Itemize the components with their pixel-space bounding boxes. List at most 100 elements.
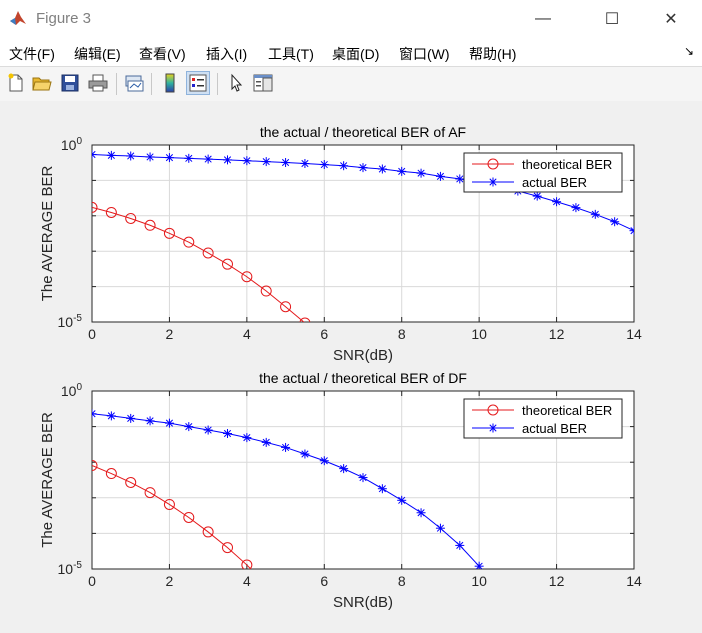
data-point-actual bbox=[455, 540, 465, 550]
x-tick-label: 2 bbox=[166, 573, 174, 589]
y-tick-base: 10 bbox=[58, 561, 74, 577]
asterisk-stroke bbox=[127, 152, 135, 160]
new-figure-button[interactable] bbox=[4, 71, 28, 95]
x-tick-label: 6 bbox=[320, 326, 328, 342]
data-point-actual bbox=[203, 425, 213, 435]
data-point-actual bbox=[358, 163, 368, 173]
data-point-theoretical bbox=[241, 271, 253, 283]
y-tick-base: 10 bbox=[58, 314, 74, 330]
x-tick-label: 2 bbox=[166, 326, 174, 342]
data-point-actual bbox=[474, 561, 484, 569]
data-point-actual bbox=[126, 413, 136, 423]
data-point-actual bbox=[261, 437, 271, 447]
data-point-actual bbox=[590, 209, 600, 219]
legend-box bbox=[463, 398, 623, 439]
asterisk-stroke bbox=[165, 419, 174, 427]
pointer-button[interactable] bbox=[224, 71, 248, 95]
data-point-actual bbox=[416, 508, 426, 518]
property-inspector-icon bbox=[253, 74, 273, 92]
legend[interactable]: theoretical BER actual BER bbox=[463, 398, 623, 439]
x-tick-label: 8 bbox=[398, 573, 406, 589]
asterisk-stroke bbox=[591, 210, 599, 218]
link-plot-button[interactable] bbox=[122, 71, 146, 95]
data-point-actual bbox=[184, 422, 194, 432]
legend-label: actual BER bbox=[522, 421, 587, 436]
data-point-actual bbox=[300, 159, 310, 169]
menu-desktop[interactable]: 桌面(D) bbox=[332, 46, 380, 62]
asterisk-stroke bbox=[146, 417, 154, 425]
matlab-logo-icon bbox=[9, 9, 27, 27]
print-button[interactable] bbox=[86, 71, 110, 95]
data-point-actual bbox=[164, 418, 174, 428]
data-point-actual bbox=[242, 156, 252, 166]
asterisk-stroke bbox=[489, 424, 497, 432]
x-tick-label: 8 bbox=[398, 326, 406, 342]
data-point-actual bbox=[377, 484, 387, 494]
data-point-theoretical bbox=[183, 511, 195, 523]
x-tick-label: 0 bbox=[88, 326, 96, 342]
maximize-icon: ☐ bbox=[604, 11, 620, 28]
data-point-actual bbox=[358, 473, 368, 483]
y-tick-exponent: -5 bbox=[73, 560, 82, 571]
save-icon bbox=[61, 74, 79, 92]
minimize-icon: — bbox=[535, 10, 551, 27]
x-tick-label: 4 bbox=[243, 326, 251, 342]
toolbar-separator bbox=[151, 73, 152, 95]
menu-tools[interactable]: 工具(T) bbox=[268, 46, 314, 62]
y-tick-exponent: 0 bbox=[76, 136, 82, 147]
data-point-actual bbox=[92, 149, 97, 159]
data-point-actual bbox=[184, 153, 194, 163]
figure-toolbar bbox=[0, 66, 702, 102]
data-point-actual bbox=[377, 164, 387, 174]
asterisk-stroke bbox=[127, 414, 135, 422]
data-point-actual bbox=[106, 150, 116, 160]
save-button[interactable] bbox=[58, 71, 82, 95]
minimize-button[interactable]: — bbox=[520, 0, 566, 38]
y-tick-label: 100 bbox=[61, 136, 83, 153]
insert-colorbar-button[interactable] bbox=[158, 71, 182, 95]
data-point-theoretical bbox=[202, 526, 214, 538]
asterisk-stroke bbox=[630, 227, 634, 232]
asterisk-stroke bbox=[340, 465, 348, 473]
data-point-actual bbox=[397, 495, 407, 505]
legend[interactable]: theoretical BER actual BER bbox=[463, 152, 623, 193]
insert-legend-button[interactable] bbox=[186, 71, 210, 95]
property-inspector-button[interactable] bbox=[251, 71, 275, 95]
window-title: Figure 3 bbox=[36, 10, 92, 27]
close-button[interactable]: ✕ bbox=[648, 0, 694, 38]
data-point-theoretical bbox=[260, 285, 272, 297]
open-file-icon bbox=[32, 77, 52, 91]
menu-insert[interactable]: 插入(I) bbox=[206, 46, 248, 62]
asterisk-stroke bbox=[436, 172, 445, 180]
asterisk-stroke bbox=[320, 160, 328, 169]
x-tick-label: 0 bbox=[88, 573, 96, 589]
data-point-actual bbox=[223, 429, 232, 438]
open-file-button[interactable] bbox=[30, 71, 54, 95]
asterisk-stroke bbox=[359, 164, 367, 172]
asterisk-stroke bbox=[552, 198, 561, 206]
insert-colorbar-icon bbox=[165, 73, 175, 93]
menu-help[interactable]: 帮助(H) bbox=[469, 46, 517, 62]
data-point-theoretical bbox=[144, 219, 156, 231]
data-point-actual bbox=[145, 152, 155, 162]
y-tick-base: 10 bbox=[61, 137, 77, 153]
asterisk-stroke bbox=[92, 410, 96, 415]
asterisk-stroke bbox=[417, 509, 425, 517]
menu-window[interactable]: 窗口(W) bbox=[399, 46, 450, 62]
data-point-actual bbox=[203, 154, 213, 164]
menu-file[interactable]: 文件(F) bbox=[9, 46, 55, 62]
menu-edit[interactable]: 编辑(E) bbox=[74, 46, 121, 62]
asterisk-stroke bbox=[243, 434, 251, 442]
legend-label: theoretical BER bbox=[522, 403, 612, 418]
maximize-button[interactable]: ☐ bbox=[589, 0, 635, 38]
legend-label: theoretical BER bbox=[522, 157, 612, 172]
menu-view[interactable]: 查看(V) bbox=[139, 46, 186, 62]
asterisk-stroke bbox=[611, 218, 619, 226]
data-point-actual bbox=[339, 161, 349, 171]
data-point-theoretical bbox=[261, 580, 271, 590]
asterisk-stroke bbox=[107, 151, 115, 159]
data-point-actual bbox=[455, 174, 465, 184]
y-axis-label: The AVERAGE BER bbox=[39, 412, 56, 548]
data-point-actual bbox=[319, 160, 329, 170]
menu-overflow-icon[interactable]: ↘ bbox=[684, 44, 695, 58]
